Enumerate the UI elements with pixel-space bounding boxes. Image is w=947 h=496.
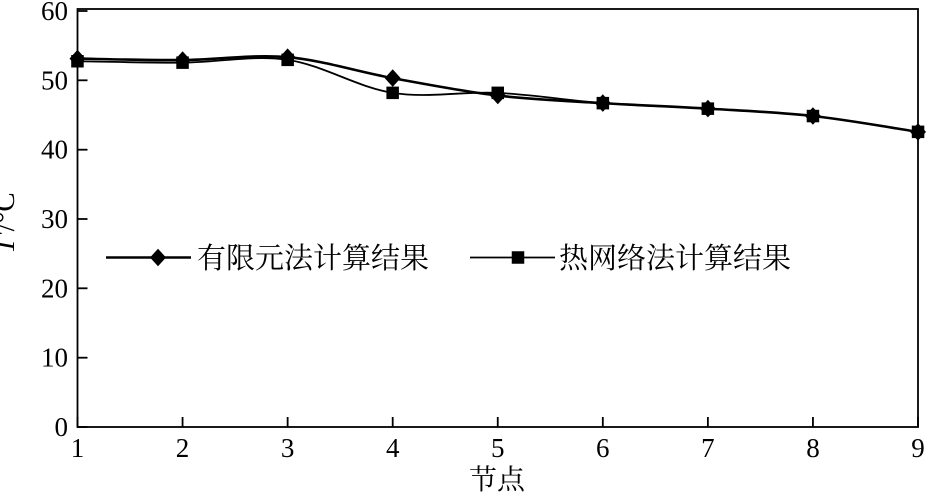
svg-text:10: 10 (41, 343, 68, 373)
svg-text:50: 50 (41, 65, 68, 95)
svg-text:有限元法计算结果: 有限元法计算结果 (197, 236, 429, 277)
svg-text:4: 4 (386, 433, 400, 463)
svg-text:8: 8 (806, 433, 820, 463)
svg-text:9: 9 (911, 433, 925, 463)
svg-text:40: 40 (41, 135, 68, 165)
svg-text:0: 0 (55, 412, 69, 442)
svg-text:6: 6 (596, 433, 610, 463)
svg-text:T'/°C: T'/°C (0, 192, 21, 253)
svg-text:1: 1 (71, 433, 85, 463)
svg-text:7: 7 (701, 433, 715, 463)
svg-text:节点: 节点 (469, 464, 526, 496)
svg-text:2: 2 (176, 433, 190, 463)
svg-text:3: 3 (281, 433, 295, 463)
svg-text:5: 5 (491, 433, 505, 463)
svg-text:热网络法计算结果: 热网络法计算结果 (559, 236, 791, 277)
svg-text:30: 30 (41, 204, 68, 234)
svg-text:60: 60 (41, 0, 68, 26)
svg-text:20: 20 (41, 273, 68, 303)
